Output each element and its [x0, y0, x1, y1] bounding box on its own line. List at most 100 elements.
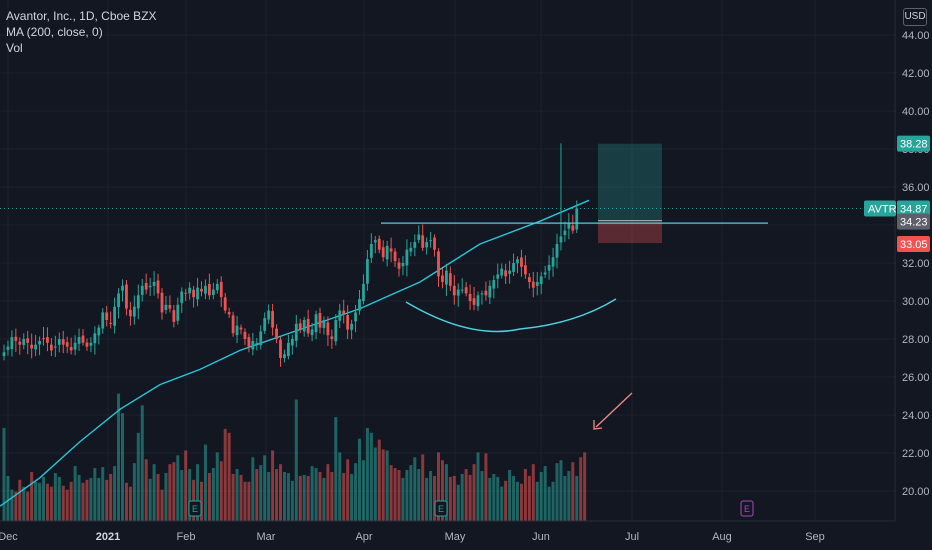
- volume-bar: [243, 481, 247, 521]
- candle-body: [318, 312, 322, 328]
- volume-bar: [172, 462, 176, 521]
- candle-body: [156, 280, 160, 294]
- candle-body: [448, 273, 452, 286]
- candle-body: [105, 312, 109, 320]
- legend-vol[interactable]: Vol: [6, 41, 23, 55]
- volume-bar: [401, 477, 405, 521]
- candle-body: [350, 323, 353, 330]
- volume-bar: [286, 472, 290, 521]
- volume-bar: [354, 463, 358, 521]
- tag-entry-bg: [897, 213, 930, 230]
- volume-bar: [350, 473, 354, 521]
- volume-bar: [101, 467, 105, 521]
- volume-bar: [42, 476, 45, 521]
- earnings-marker: [740, 500, 754, 517]
- candle-body: [500, 268, 504, 276]
- volume-bar: [117, 393, 121, 521]
- candle-body: [543, 272, 547, 275]
- earnings-marker-label: E: [192, 504, 198, 514]
- candle-body: [405, 249, 409, 266]
- candle-body: [152, 282, 156, 286]
- candle-body: [346, 315, 350, 330]
- volume-bar: [405, 470, 409, 521]
- earnings-marker-label: E: [438, 504, 444, 514]
- candle-body: [547, 264, 551, 271]
- volume-bar: [421, 454, 425, 521]
- candle-body: [81, 335, 85, 343]
- volume-bar: [547, 486, 551, 521]
- volume-bar: [346, 459, 350, 521]
- candle-body: [6, 346, 10, 350]
- volume-bar: [504, 480, 508, 521]
- candle-body: [496, 274, 500, 279]
- ma-200-path: [0, 199, 590, 507]
- arrow-head: [593, 420, 603, 430]
- position-loss-zone: [598, 220, 662, 244]
- currency-badge[interactable]: USD: [903, 8, 927, 26]
- volume-bar: [69, 481, 73, 521]
- volume-bar: [211, 468, 215, 521]
- volume-bar: [22, 486, 26, 521]
- candle-body: [101, 312, 105, 329]
- candle-body: [251, 340, 255, 350]
- volume-bar: [255, 469, 259, 521]
- volume-bar: [559, 460, 563, 521]
- candle-body: [421, 235, 425, 248]
- legend-ma[interactable]: MA (200, close, 0): [6, 25, 103, 39]
- time-axis[interactable]: Dec 2021 Feb Mar Apr May Jun Jul Aug Sep: [0, 520, 895, 543]
- volume-bar: [45, 483, 49, 521]
- volume-bar: [196, 464, 200, 521]
- price-tick-label: 28.00: [902, 334, 930, 346]
- price-axis[interactable]: 20.0022.0024.0026.0028.0030.0032.0034.00…: [894, 0, 932, 550]
- volume-bar: [290, 480, 294, 521]
- candle-body: [196, 287, 199, 300]
- candle-body: [401, 263, 405, 267]
- candle-body: [417, 234, 421, 240]
- volume-bar: [464, 469, 468, 521]
- volume-bar: [563, 475, 567, 521]
- volume-bar: [168, 464, 172, 521]
- drawings[interactable]: [0, 207, 895, 430]
- volume-bar: [231, 473, 235, 521]
- volume-bar: [314, 468, 318, 521]
- candle-body: [492, 280, 496, 289]
- cup-arc: [405, 298, 617, 333]
- candle-body: [109, 322, 113, 324]
- candle-body: [516, 259, 519, 264]
- volume-bar: [496, 476, 500, 521]
- volume-bar: [61, 485, 65, 521]
- volume-bar: [318, 472, 322, 521]
- volume-bar: [508, 470, 512, 521]
- candle-body: [531, 281, 535, 288]
- volume-bar: [49, 486, 53, 521]
- candle-body: [263, 318, 267, 331]
- candle-body: [204, 285, 207, 294]
- candle-body: [168, 305, 172, 309]
- candle-body: [125, 284, 128, 309]
- long-position-tool[interactable]: [598, 143, 662, 244]
- candle-body: [433, 237, 436, 250]
- volume-bar: [551, 481, 555, 521]
- time-tick-label: Dec: [0, 531, 18, 543]
- volume-bar: [235, 469, 239, 521]
- tag-stop-bg: [897, 236, 930, 252]
- ticker-tag-bg: [864, 200, 896, 217]
- candle-body: [85, 342, 89, 347]
- price-tick-label: 40.00: [902, 106, 930, 118]
- volume-bar: [203, 444, 207, 521]
- legend-symbol[interactable]: Avantor, Inc., 1D, Cboe BZX: [6, 9, 157, 23]
- tag-target-bg: [897, 135, 930, 152]
- candle-body: [18, 341, 22, 345]
- volume-bar: [97, 477, 101, 521]
- candle-body: [140, 285, 144, 295]
- tag-last: 34.87: [900, 203, 928, 215]
- volume-bar: [121, 413, 124, 521]
- candle-body: [132, 306, 136, 317]
- candle-body: [385, 245, 389, 260]
- candle-body: [30, 344, 34, 349]
- volume-bar: [89, 477, 93, 521]
- candle-body: [381, 247, 385, 258]
- candle-body: [10, 337, 14, 350]
